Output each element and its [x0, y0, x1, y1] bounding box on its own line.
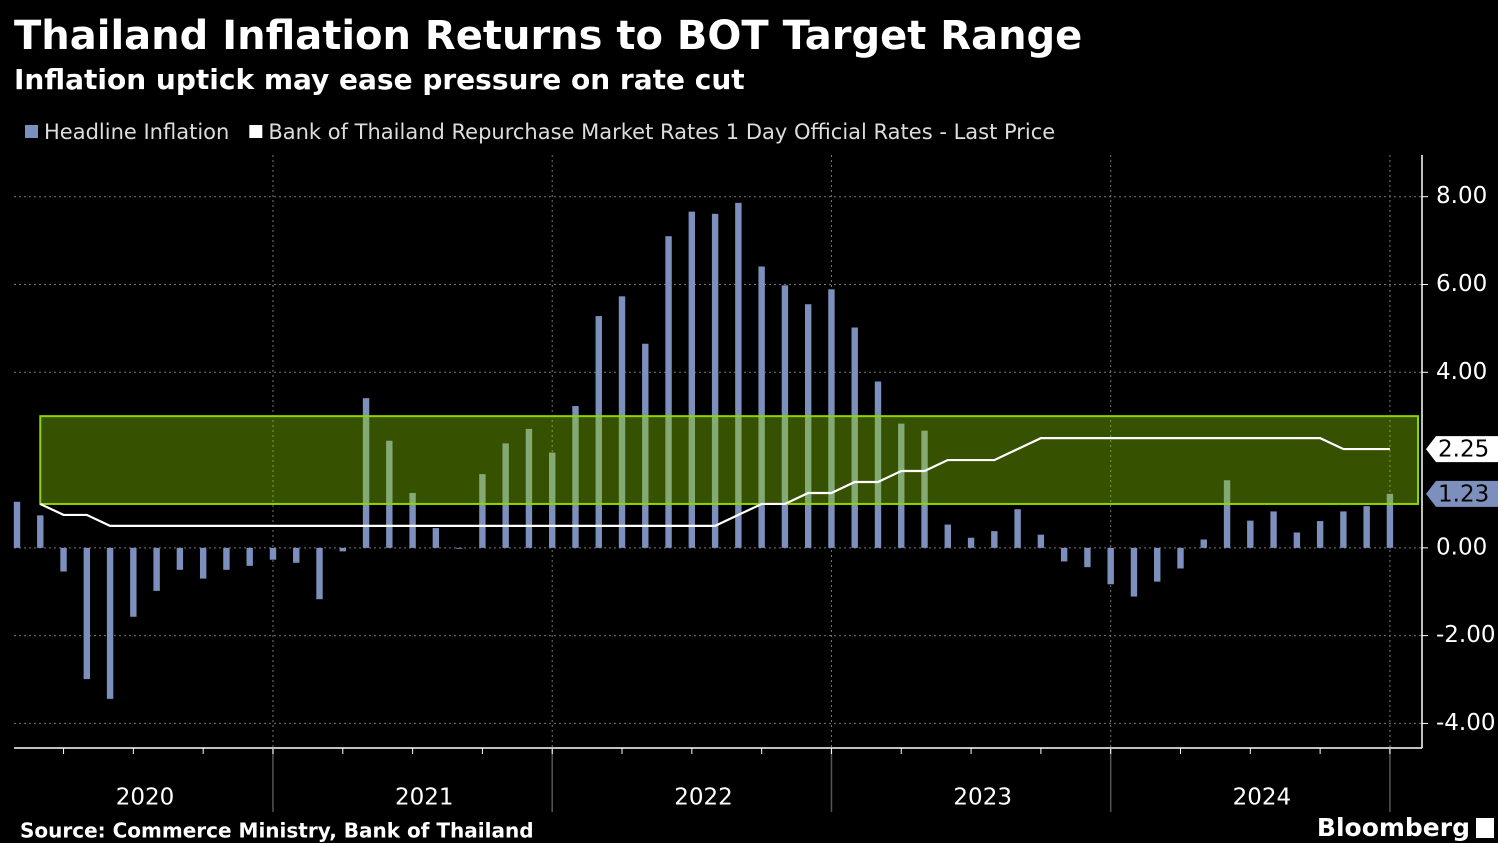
bar — [572, 406, 579, 548]
bar — [432, 528, 440, 548]
value-label: 1.23 — [1438, 481, 1489, 507]
bar — [409, 492, 416, 548]
bar — [804, 304, 812, 548]
bar — [386, 440, 393, 548]
bar — [1084, 547, 1091, 568]
bar — [60, 547, 67, 572]
chart-title: Thailand Inflation Returns to BOT Target… — [14, 13, 1082, 59]
bar — [967, 537, 975, 548]
x-tick-label: 2021 — [395, 785, 454, 811]
bar — [1177, 547, 1184, 569]
brand-icon — [1476, 818, 1494, 838]
bar — [921, 430, 928, 548]
bar — [711, 213, 719, 548]
bar — [1340, 511, 1347, 548]
bar — [37, 515, 44, 548]
bar — [1200, 539, 1207, 548]
bar — [549, 452, 556, 548]
bar — [851, 327, 858, 548]
bar — [455, 547, 463, 549]
x-tick-label: 2022 — [674, 785, 733, 811]
bar — [688, 211, 696, 548]
bar — [595, 316, 602, 548]
bar — [246, 547, 253, 566]
bar — [1037, 534, 1045, 548]
value-tag — [1426, 436, 1498, 463]
bar — [828, 289, 835, 548]
bar — [1154, 547, 1161, 582]
bar — [339, 547, 346, 552]
bar — [316, 547, 323, 600]
legend-label: Headline Inflation — [44, 120, 229, 144]
bar — [525, 428, 533, 548]
bar — [1014, 509, 1021, 548]
bar — [362, 398, 370, 548]
bar — [223, 547, 230, 570]
bar — [1363, 506, 1370, 548]
bar — [735, 202, 742, 548]
bar — [618, 296, 626, 548]
bar — [1107, 547, 1114, 585]
bar — [293, 547, 300, 563]
bar — [874, 381, 882, 548]
rate-line — [39, 437, 1390, 527]
x-tick-label: 2024 — [1233, 785, 1292, 811]
bar — [1293, 532, 1301, 548]
legend-swatch — [249, 125, 263, 138]
bar — [1130, 547, 1138, 597]
bar — [83, 547, 91, 680]
y-tick-label: 8.00 — [1436, 183, 1487, 209]
bar — [642, 343, 649, 548]
y-tick-label: 0.00 — [1436, 534, 1487, 560]
bar — [1060, 547, 1068, 562]
value-tag — [1426, 480, 1498, 507]
bar — [1316, 521, 1324, 548]
bar — [153, 547, 160, 591]
bar — [898, 423, 905, 548]
bar — [991, 531, 998, 548]
y-tick-label: 4.00 — [1436, 359, 1487, 385]
legend-swatch — [25, 125, 38, 138]
bar — [106, 547, 114, 699]
bar — [479, 474, 486, 548]
bar — [1386, 493, 1394, 548]
target-band — [39, 415, 1419, 505]
y-tick-label: -2.00 — [1436, 622, 1496, 648]
y-tick-label: 6.00 — [1436, 271, 1487, 297]
bar — [130, 547, 137, 617]
bar — [13, 501, 21, 548]
value-label: 2.25 — [1438, 437, 1489, 463]
chart-subtitle: Inflation uptick may ease pressure on ra… — [14, 63, 745, 96]
y-tick-label: -4.00 — [1436, 710, 1496, 736]
bar — [1247, 520, 1254, 548]
legend-label: Bank of Thailand Repurchase Market Rates… — [268, 120, 1055, 144]
x-tick-label: 2023 — [953, 785, 1012, 811]
bar — [1223, 480, 1231, 548]
bar — [199, 547, 207, 579]
bar — [758, 266, 765, 548]
bar — [176, 547, 184, 570]
bar — [944, 524, 951, 548]
x-tick-label: 2020 — [116, 785, 175, 811]
source: Source: Commerce Ministry, Bank of Thail… — [20, 819, 534, 843]
bar — [1270, 511, 1277, 548]
brand: Bloomberg — [1317, 813, 1470, 842]
bar — [502, 443, 509, 548]
bar — [665, 236, 672, 548]
bar — [269, 547, 277, 560]
